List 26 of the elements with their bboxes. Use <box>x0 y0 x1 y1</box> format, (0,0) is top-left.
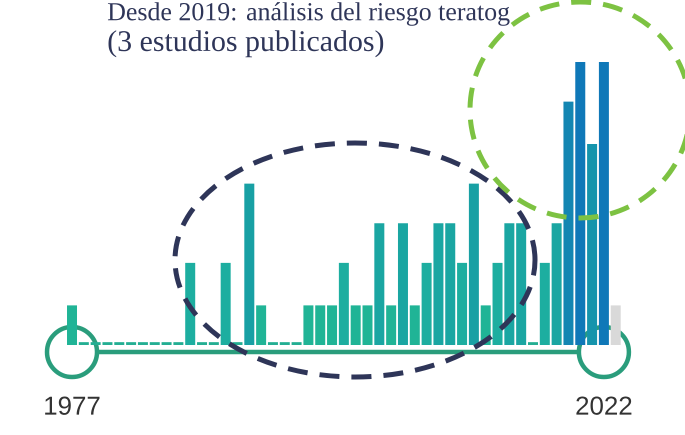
x-tick-label: 1977 <box>45 396 100 415</box>
bar <box>528 342 538 345</box>
chart-title: Desde 2019: análisis del riesgo teratog <box>108 2 510 26</box>
bar <box>386 305 396 345</box>
bar <box>457 262 468 345</box>
bar <box>220 262 231 345</box>
bar <box>244 184 254 345</box>
bar <box>362 305 373 345</box>
bar <box>468 184 479 345</box>
bar <box>173 342 184 345</box>
bar <box>162 342 172 345</box>
bar <box>256 305 266 345</box>
bar <box>492 262 503 345</box>
bar <box>575 62 586 345</box>
bar <box>268 342 278 345</box>
x-tick-label: 2022 <box>576 396 632 415</box>
bar <box>327 305 338 345</box>
bar <box>587 144 598 345</box>
bar <box>398 223 408 345</box>
chart-subtitle: (3 estudios publicados) <box>108 30 384 58</box>
bar <box>197 342 208 345</box>
bar <box>102 342 112 345</box>
bar <box>374 223 384 345</box>
bar <box>208 342 219 345</box>
bar <box>598 62 609 345</box>
bar <box>563 102 574 345</box>
